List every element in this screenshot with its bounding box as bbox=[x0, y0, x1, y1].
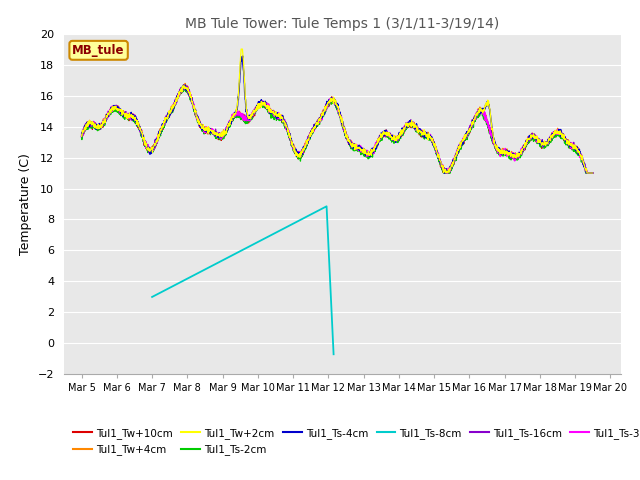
Title: MB Tule Tower: Tule Temps 1 (3/1/11-3/19/14): MB Tule Tower: Tule Temps 1 (3/1/11-3/19… bbox=[185, 17, 500, 31]
Legend: Tul1_Tw+10cm, Tul1_Tw+4cm, Tul1_Tw+2cm, Tul1_Ts-2cm, Tul1_Ts-4cm, Tul1_Ts-8cm, T: Tul1_Tw+10cm, Tul1_Tw+4cm, Tul1_Tw+2cm, … bbox=[69, 424, 640, 459]
Text: MB_tule: MB_tule bbox=[72, 44, 125, 57]
Y-axis label: Temperature (C): Temperature (C) bbox=[19, 153, 32, 255]
